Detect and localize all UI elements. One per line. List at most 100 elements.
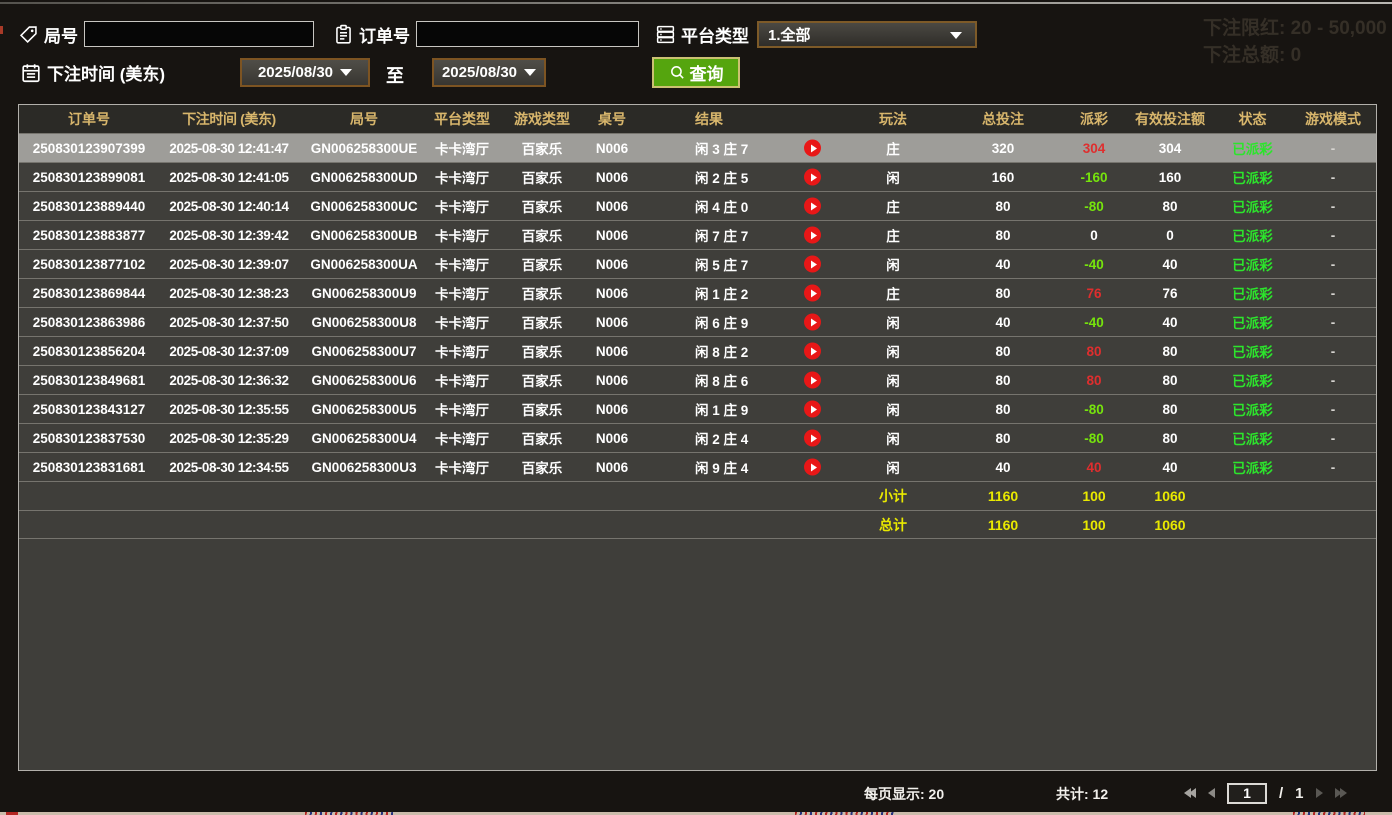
table-row[interactable]: 250830123843127 2025-08-30 12:35:55 GN00…	[19, 394, 1376, 423]
table-row[interactable]: 250830123837530 2025-08-30 12:35:29 GN00…	[19, 423, 1376, 452]
platform-type-value: 1.全部	[768, 27, 811, 44]
cell-result: 闲 1 庄 2	[635, 279, 843, 307]
table-row[interactable]: 250830123907399 2025-08-30 12:41:47 GN00…	[19, 133, 1376, 162]
cell-result: 闲 4 庄 0	[635, 192, 843, 220]
cell-game-type: 百家乐	[521, 200, 563, 215]
table-row[interactable]: 250830123883877 2025-08-30 12:39:42 GN00…	[19, 220, 1376, 249]
chevron-down-icon	[950, 32, 962, 39]
cell-order-no: 250830123837530	[32, 430, 146, 446]
cell-game-type: 百家乐	[521, 171, 563, 186]
cell-platform: 卡卡湾厅	[435, 287, 489, 302]
replay-play-icon[interactable]	[804, 458, 821, 476]
cell-status: 已派彩	[1232, 316, 1273, 331]
cell-valid-bet: 160	[1158, 169, 1182, 185]
column-header: 游戏类型	[514, 111, 570, 127]
cell-bet-time: 2025-08-30 12:35:29	[169, 430, 289, 446]
query-button[interactable]: 查询	[652, 57, 740, 88]
cell-valid-bet: 40	[1162, 459, 1178, 475]
query-button-label: 查询	[689, 65, 724, 84]
game-number-input[interactable]	[84, 21, 314, 47]
cell-play-type: 闲	[886, 171, 900, 186]
cell-status: 已派彩	[1232, 258, 1273, 273]
platform-type-select[interactable]: 1.全部	[757, 21, 977, 48]
subtotal-valid-bet: 1060	[1154, 488, 1186, 504]
cell-bet-time: 2025-08-30 12:39:07	[169, 256, 289, 272]
cell-order-no: 250830123907399	[32, 140, 146, 156]
table-row[interactable]: 250830123831681 2025-08-30 12:34:55 GN00…	[19, 452, 1376, 481]
cell-table-no: N006	[595, 314, 629, 330]
replay-play-icon[interactable]	[804, 284, 821, 302]
table-row[interactable]: 250830123899081 2025-08-30 12:41:05 GN00…	[19, 162, 1376, 191]
platform-type-filter: 平台类型 1.全部	[655, 21, 977, 48]
replay-play-icon[interactable]	[804, 139, 821, 157]
replay-play-icon[interactable]	[804, 168, 821, 186]
cell-game-no: GN006258300U8	[311, 314, 417, 330]
top-divider	[0, 2, 1392, 4]
cell-game-type: 百家乐	[521, 142, 563, 157]
cell-bet-time: 2025-08-30 12:34:55	[169, 459, 289, 475]
cell-play-type: 庄	[886, 287, 900, 302]
cell-valid-bet: 80	[1162, 343, 1178, 359]
column-header: 总投注	[982, 111, 1024, 127]
cell-valid-bet: 80	[1162, 430, 1178, 446]
date-from-button[interactable]: 2025/08/30	[240, 58, 370, 87]
first-page-icon[interactable]	[1184, 788, 1196, 798]
result-text: 闲 7 庄 7	[695, 229, 749, 244]
page-separator: /	[1279, 784, 1284, 802]
cell-payout: -160	[1080, 169, 1108, 185]
table-row[interactable]: 250830123889440 2025-08-30 12:40:14 GN00…	[19, 191, 1376, 220]
replay-play-icon[interactable]	[804, 429, 821, 447]
cell-result: 闲 7 庄 7	[635, 221, 843, 249]
cell-bet-time: 2025-08-30 12:37:50	[169, 314, 289, 330]
subtotal-payout: 100	[1082, 488, 1106, 504]
table-row[interactable]: 250830123863986 2025-08-30 12:37:50 GN00…	[19, 307, 1376, 336]
column-header: 有效投注额	[1135, 111, 1205, 127]
cell-table-no: N006	[595, 372, 629, 388]
cell-game-no: GN006258300U3	[311, 459, 417, 475]
last-page-icon[interactable]	[1334, 788, 1347, 798]
cell-result: 闲 2 庄 4	[635, 424, 843, 452]
table-row[interactable]: 250830123877102 2025-08-30 12:39:07 GN00…	[19, 249, 1376, 278]
server-icon	[655, 24, 676, 45]
table-row[interactable]: 250830123869844 2025-08-30 12:38:23 GN00…	[19, 278, 1376, 307]
column-header: 平台类型	[434, 111, 490, 127]
column-header: 结果	[695, 111, 723, 127]
replay-play-icon[interactable]	[804, 313, 821, 331]
cell-total-bet: 80	[995, 227, 1011, 243]
replay-play-icon[interactable]	[804, 342, 821, 360]
table-row[interactable]: 250830123849681 2025-08-30 12:36:32 GN00…	[19, 365, 1376, 394]
replay-play-icon[interactable]	[804, 197, 821, 215]
replay-play-icon[interactable]	[804, 255, 821, 273]
next-page-icon[interactable]	[1315, 788, 1323, 798]
cell-total-bet: 160	[991, 169, 1015, 185]
cell-game-no: GN006258300U9	[311, 285, 417, 301]
cell-payout: 40	[1086, 459, 1102, 475]
cell-payout: -40	[1084, 314, 1104, 330]
replay-play-icon[interactable]	[804, 371, 821, 389]
cell-order-no: 250830123889440	[32, 198, 146, 214]
left-edge-mark	[0, 26, 3, 34]
page-number-input[interactable]	[1227, 782, 1267, 804]
date-to-button[interactable]: 2025/08/30	[432, 58, 546, 87]
cell-table-no: N006	[595, 430, 629, 446]
grand-total-payout: 100	[1082, 516, 1106, 533]
clipboard-icon	[333, 24, 354, 45]
cell-result: 闲 2 庄 5	[635, 163, 843, 191]
cell-result: 闲 8 庄 2	[635, 337, 843, 365]
cell-valid-bet: 40	[1162, 314, 1178, 330]
cell-game-mode: -	[1330, 459, 1336, 475]
table-row[interactable]: 250830123856204 2025-08-30 12:37:09 GN00…	[19, 336, 1376, 365]
prev-page-icon[interactable]	[1208, 788, 1215, 798]
cell-result: 闲 6 庄 9	[635, 308, 843, 336]
replay-play-icon[interactable]	[804, 400, 821, 418]
cell-bet-time: 2025-08-30 12:41:05	[169, 169, 289, 185]
total-count-label: 共计: 12	[1056, 786, 1109, 802]
replay-play-icon[interactable]	[804, 226, 821, 244]
game-number-filter: 局号	[18, 21, 314, 47]
cell-game-no: GN006258300UD	[310, 169, 418, 185]
order-number-input[interactable]	[416, 21, 639, 47]
cell-game-type: 百家乐	[521, 374, 563, 389]
cell-payout: 80	[1086, 372, 1102, 388]
column-header: 玩法	[879, 111, 907, 127]
result-text: 闲 4 庄 0	[695, 200, 749, 215]
